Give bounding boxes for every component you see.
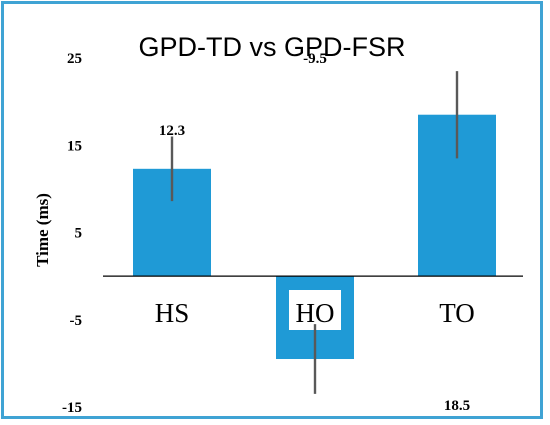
category-label: HO — [296, 298, 335, 328]
y-tick-label: -15 — [62, 400, 82, 416]
y-tick-label: -5 — [70, 313, 83, 329]
chart-title: GPD-TD vs GPD-FSR — [139, 32, 406, 62]
y-tick-label: 5 — [75, 226, 83, 242]
data-label: -9.5 — [303, 51, 327, 67]
data-label: 18.5 — [444, 398, 470, 414]
category-labels: HS HO TO — [155, 290, 475, 330]
error-bars — [170, 71, 459, 394]
y-tick-label: 25 — [67, 51, 82, 67]
y-tick-labels: 25 15 5 -5 -15 — [62, 51, 82, 416]
data-label: 12.3 — [159, 123, 185, 139]
category-label: HS — [155, 298, 190, 328]
y-axis-label: Time (ms) — [33, 193, 52, 267]
category-label-background — [289, 290, 341, 330]
category-label: TO — [439, 298, 475, 328]
y-tick-label: 15 — [67, 138, 82, 154]
data-labels: 12.3 -9.5 18.5 — [159, 51, 470, 414]
